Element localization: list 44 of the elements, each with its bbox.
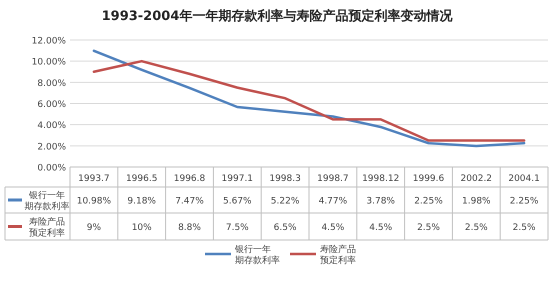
data-label: 2.25%	[510, 196, 539, 206]
data-label: 4.5%	[369, 223, 393, 233]
data-label: 5.22%	[270, 196, 300, 206]
x-tick-label: 1996.5	[126, 174, 158, 184]
line-series	[92, 50, 526, 148]
y-tick-label: 12.00%	[32, 36, 66, 46]
x-tick-label: 1996.8	[174, 174, 206, 184]
data-label: 9.18%	[127, 196, 156, 206]
y-tick-label: 2.00%	[37, 142, 66, 152]
x-tick-label: 1999.6	[412, 174, 445, 184]
y-tick-label: 0.00%	[37, 164, 66, 174]
x-tick-label: 1997.1	[222, 174, 254, 184]
data-label: 10.98%	[76, 196, 112, 206]
data-label: 7.47%	[175, 196, 204, 206]
chart-title: 1993-2004年一年期存款利率与寿险产品预定利率变动情况	[102, 8, 454, 24]
data-label: 4.77%	[318, 196, 348, 206]
x-tick-label: 1998.12	[362, 174, 400, 184]
y-tick-label: 10.00%	[32, 58, 66, 68]
text: 银行一年期存款利率	[235, 245, 280, 266]
data-label: 8.8%	[178, 223, 202, 233]
legend-label: 寿险产品预定利率	[29, 216, 65, 238]
x-tick-label: 1998.7	[317, 174, 349, 184]
data-label: 3.78%	[366, 196, 396, 206]
line-series	[92, 60, 526, 142]
data-label: 2.5%	[417, 223, 440, 233]
data-label: 2.25%	[414, 196, 444, 206]
data-label: 1.98%	[462, 196, 492, 206]
x-tick-label: 1993.7	[78, 174, 110, 184]
data-label: 2.5%	[464, 223, 488, 233]
x-tick-label: 2002.2	[460, 174, 492, 184]
x-tick-label: 1998.3	[269, 174, 301, 184]
data-label: 6.5%	[274, 223, 297, 233]
data-label: 7.5%	[226, 223, 250, 233]
y-tick-label: 8.00%	[37, 78, 66, 89]
text: 寿险产品预定利率	[320, 245, 356, 266]
data-label: 9%	[86, 223, 102, 233]
data-label: 4.5%	[321, 223, 345, 233]
data-label: 10%	[132, 223, 152, 233]
y-tick-label: 4.00%	[37, 121, 66, 132]
data-label: 5.67%	[223, 196, 252, 206]
legend-label: 银行一年期存款利率	[24, 190, 70, 212]
data-label: 2.5%	[512, 223, 536, 233]
x-tick-label: 2004.1	[508, 174, 540, 184]
y-tick-label: 6.00%	[37, 100, 66, 110]
